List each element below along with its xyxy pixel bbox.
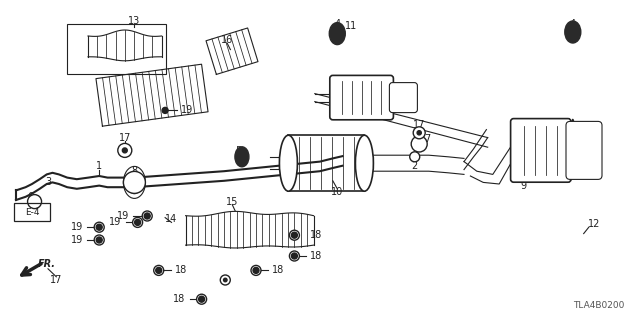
Text: TLA4B0200: TLA4B0200 — [573, 301, 624, 310]
Text: 7: 7 — [424, 134, 431, 144]
Text: 10: 10 — [331, 187, 344, 197]
Circle shape — [289, 230, 300, 240]
Text: 18: 18 — [175, 265, 187, 276]
Text: 19: 19 — [71, 235, 83, 245]
Text: 4: 4 — [570, 19, 576, 29]
Text: 16: 16 — [221, 35, 234, 45]
Circle shape — [410, 152, 420, 162]
Circle shape — [144, 213, 150, 219]
Text: 18: 18 — [310, 230, 323, 240]
Text: 5: 5 — [235, 146, 241, 156]
Text: 19: 19 — [117, 211, 129, 221]
Circle shape — [136, 221, 140, 224]
Text: 19: 19 — [109, 217, 122, 228]
Circle shape — [122, 148, 127, 153]
FancyBboxPatch shape — [511, 119, 571, 182]
Circle shape — [28, 195, 42, 209]
Text: 2: 2 — [412, 161, 418, 172]
Circle shape — [417, 131, 421, 135]
Circle shape — [94, 222, 104, 232]
Text: FR.: FR. — [38, 260, 56, 269]
Text: 3: 3 — [45, 177, 51, 188]
Circle shape — [124, 172, 145, 193]
Circle shape — [292, 234, 296, 237]
Text: 18: 18 — [310, 251, 323, 261]
Text: 18: 18 — [272, 265, 284, 276]
Circle shape — [118, 143, 132, 157]
FancyBboxPatch shape — [566, 121, 602, 180]
Bar — [67, 24, 166, 74]
Circle shape — [196, 294, 207, 304]
Text: 20: 20 — [344, 89, 357, 100]
Circle shape — [96, 224, 102, 230]
FancyBboxPatch shape — [389, 83, 417, 113]
Text: 12: 12 — [588, 219, 600, 229]
Circle shape — [289, 251, 300, 261]
Circle shape — [413, 127, 425, 139]
Circle shape — [134, 220, 141, 225]
Circle shape — [223, 278, 227, 282]
Circle shape — [292, 254, 296, 258]
Circle shape — [97, 226, 101, 229]
Ellipse shape — [355, 135, 373, 191]
Ellipse shape — [127, 172, 141, 193]
Text: E-4: E-4 — [25, 208, 39, 217]
Circle shape — [154, 265, 164, 276]
Text: 19: 19 — [71, 222, 83, 232]
Bar — [14, 203, 50, 221]
Text: 11: 11 — [344, 20, 357, 31]
Text: 6: 6 — [28, 192, 34, 202]
Circle shape — [291, 232, 298, 238]
Circle shape — [142, 211, 152, 221]
Text: 17: 17 — [413, 120, 426, 130]
Text: 9: 9 — [520, 180, 527, 191]
Text: 19: 19 — [181, 105, 193, 116]
Ellipse shape — [564, 21, 581, 43]
Text: 8: 8 — [131, 166, 138, 176]
Text: 17: 17 — [50, 275, 63, 285]
Circle shape — [291, 253, 298, 259]
Circle shape — [254, 269, 258, 272]
Circle shape — [412, 136, 428, 152]
FancyBboxPatch shape — [330, 76, 394, 120]
Circle shape — [162, 108, 168, 113]
Circle shape — [132, 217, 143, 228]
Circle shape — [157, 269, 161, 272]
Text: 18: 18 — [173, 294, 186, 304]
Circle shape — [145, 214, 149, 218]
Text: 15: 15 — [226, 196, 239, 207]
Circle shape — [198, 296, 205, 302]
Circle shape — [220, 275, 230, 285]
Ellipse shape — [235, 147, 249, 167]
Text: 17: 17 — [118, 132, 131, 143]
Text: 20: 20 — [566, 128, 579, 138]
Circle shape — [96, 237, 102, 243]
Text: 14: 14 — [165, 214, 178, 224]
Text: 1: 1 — [96, 161, 102, 172]
Circle shape — [253, 268, 259, 273]
Ellipse shape — [280, 135, 298, 191]
Circle shape — [156, 268, 162, 273]
Text: 13: 13 — [128, 16, 141, 26]
Circle shape — [251, 265, 261, 276]
Circle shape — [200, 298, 204, 301]
Text: 4: 4 — [334, 19, 340, 29]
Ellipse shape — [330, 23, 346, 44]
Circle shape — [94, 235, 104, 245]
Circle shape — [97, 238, 101, 242]
